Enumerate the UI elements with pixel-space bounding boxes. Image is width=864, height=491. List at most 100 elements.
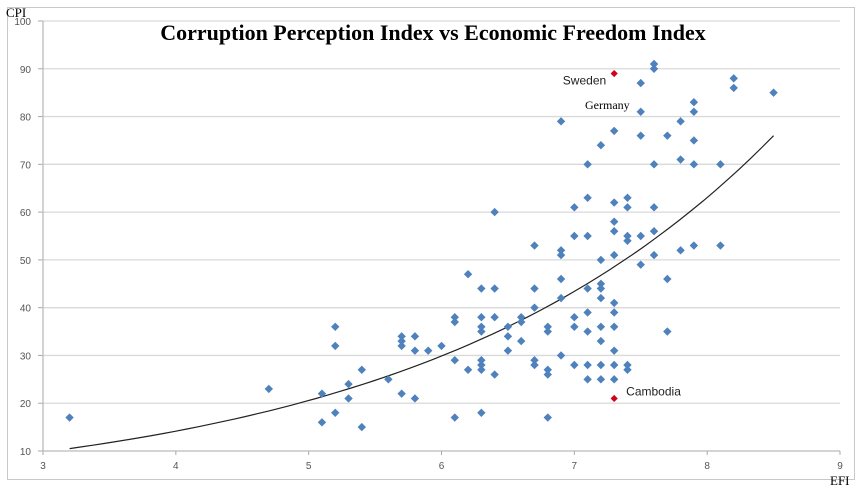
data-point <box>689 241 699 250</box>
data-point <box>543 327 552 336</box>
chart-frame <box>7 7 855 480</box>
data-point <box>490 313 499 322</box>
data-point <box>596 141 606 150</box>
y-tick-label: 10 <box>20 447 32 458</box>
data-point <box>556 351 566 360</box>
data-point <box>331 408 340 417</box>
y-tick-label: 30 <box>20 351 32 362</box>
data-point <box>317 389 327 398</box>
data-point <box>357 422 366 432</box>
data-point <box>503 346 513 355</box>
data-point <box>636 131 645 140</box>
data-point <box>583 308 592 317</box>
y-tick-label: 20 <box>20 399 32 410</box>
data-point <box>530 241 539 250</box>
x-tick-label: 3 <box>40 461 46 472</box>
data-point <box>689 107 699 116</box>
data-point <box>357 365 366 374</box>
y-tick-label: 40 <box>20 304 32 315</box>
data-point <box>596 279 606 288</box>
data-point <box>450 356 459 365</box>
data-point <box>556 293 566 303</box>
annotation-sweden: Sweden <box>563 74 606 88</box>
data-point <box>397 332 406 341</box>
y-tick-labels: 10 20 30 40 50 60 70 80 90 100 <box>14 17 31 458</box>
data-point <box>623 231 632 241</box>
x-tick-label: 9 <box>837 461 843 472</box>
data-point <box>477 327 486 336</box>
data-point <box>583 284 592 293</box>
data-point <box>490 370 499 379</box>
data-point <box>649 250 659 260</box>
x-tick-labels: 3 4 5 6 7 8 9 <box>40 461 843 472</box>
data-point <box>676 246 685 255</box>
data-point <box>450 413 459 422</box>
data-point <box>384 375 393 384</box>
data-point <box>636 78 645 88</box>
data-point <box>530 303 539 312</box>
data-point <box>609 217 619 226</box>
data-point <box>623 236 632 245</box>
data-point <box>477 408 486 417</box>
data-point <box>716 160 725 169</box>
data-point <box>517 317 526 327</box>
data-point <box>530 356 539 365</box>
data-point <box>477 322 486 331</box>
data-point <box>450 317 459 327</box>
data-point <box>649 227 659 236</box>
data-point <box>450 313 459 322</box>
data-point <box>583 327 592 336</box>
data-point <box>477 284 486 293</box>
data-point <box>477 313 486 322</box>
highlighted-points <box>610 69 618 403</box>
data-point <box>65 413 74 422</box>
data-point <box>636 231 645 241</box>
data-point <box>596 336 606 346</box>
data-point <box>623 203 632 212</box>
y-tick-label: 60 <box>20 208 32 219</box>
x-tick-label: 7 <box>572 461 578 472</box>
data-point <box>623 193 632 202</box>
data-point <box>689 136 699 145</box>
data-point <box>609 360 619 370</box>
data-point <box>596 255 606 265</box>
gridlines <box>38 20 840 452</box>
data-points <box>65 59 778 432</box>
data-point <box>264 384 274 394</box>
data-point <box>543 322 552 331</box>
data-point <box>397 341 406 351</box>
data-point <box>331 322 340 331</box>
data-point <box>437 341 446 351</box>
data-point <box>689 160 699 169</box>
data-point <box>596 360 606 370</box>
data-point <box>583 231 592 241</box>
x-tick-label: 4 <box>173 461 179 472</box>
data-point <box>676 117 685 126</box>
data-point <box>503 322 513 331</box>
data-point <box>344 394 353 403</box>
data-point <box>556 274 566 284</box>
data-point <box>503 332 513 341</box>
data-point <box>570 360 579 370</box>
x-tick-label: 8 <box>704 461 710 472</box>
data-point <box>609 346 619 355</box>
annotation-cambodia: Cambodia <box>626 384 681 398</box>
data-point <box>397 389 406 398</box>
highlighted-point <box>610 394 618 403</box>
data-point <box>609 308 619 317</box>
data-point <box>517 313 526 322</box>
x-tick-label: 6 <box>439 461 445 472</box>
data-point <box>663 131 672 140</box>
data-point <box>317 418 327 427</box>
y-tick-label: 50 <box>20 256 32 267</box>
data-point <box>410 332 420 341</box>
data-point <box>397 336 406 346</box>
data-point <box>463 270 473 279</box>
data-point <box>609 198 619 207</box>
data-point <box>570 313 579 322</box>
data-point <box>623 360 632 370</box>
data-point <box>517 336 526 346</box>
data-point <box>583 193 592 202</box>
data-point <box>609 298 619 308</box>
